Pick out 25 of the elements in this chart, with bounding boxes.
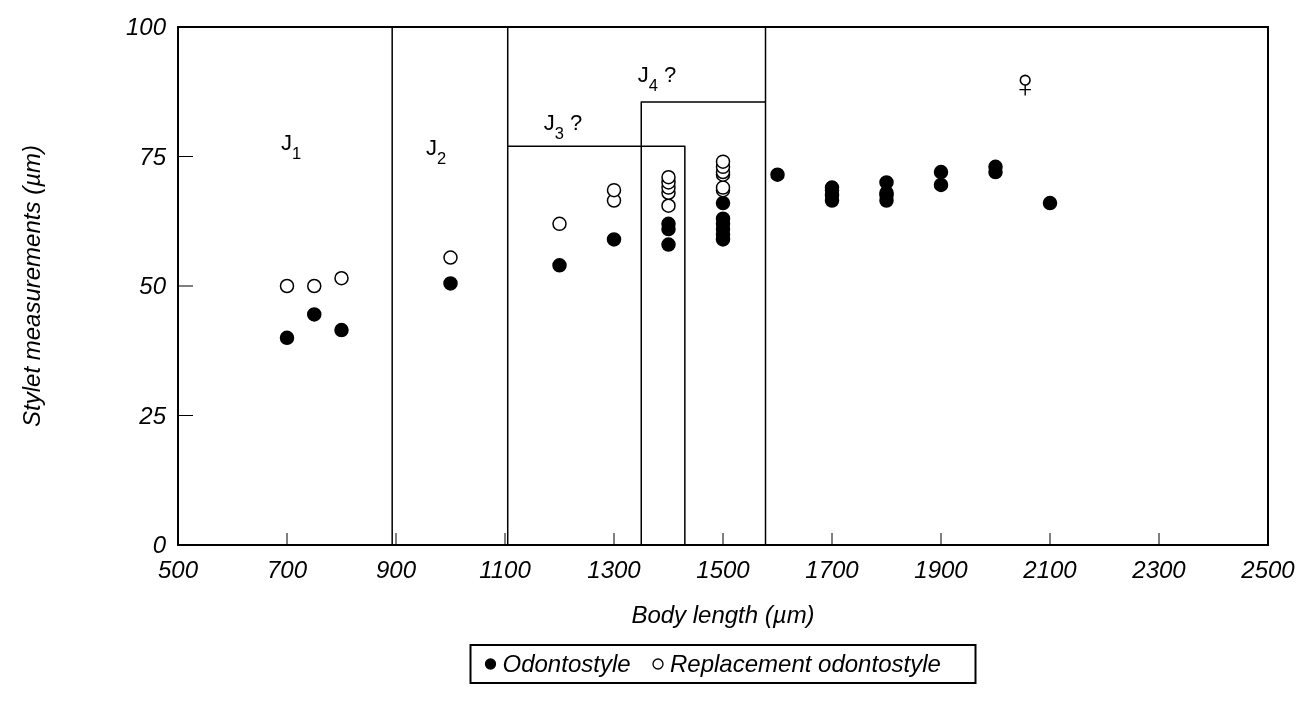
x-tick-label: 1300	[587, 556, 642, 583]
annotation: J$_{3}$ ?	[543, 110, 583, 142]
y-tick-label: 25	[138, 401, 167, 429]
annotation: J$_{4}$ ?	[637, 62, 677, 94]
x-tick-label: 2300	[1131, 556, 1187, 583]
x-tick-label: 1100	[479, 556, 532, 583]
x-tick-label: 1700	[805, 556, 860, 583]
x-tick-label: 2100	[1022, 556, 1078, 583]
x-tick-label: 1900	[914, 556, 969, 583]
y-tick-label: 0	[152, 531, 167, 558]
x-axis-title: Body length (µm)	[631, 601, 815, 628]
y-tick-label: 50	[139, 272, 167, 299]
annotation: J$_{1}$	[280, 130, 302, 162]
x-tick-label: 900	[375, 556, 417, 583]
x-tick-label: 2500	[1240, 556, 1296, 583]
y-tick-label: 100	[125, 13, 167, 40]
annotation: ♀	[1010, 61, 1040, 105]
x-tick-label: 1500	[696, 556, 751, 583]
x-tick-label: 500	[157, 556, 199, 583]
x-tick-label: 700	[266, 556, 308, 583]
legend-label: Odontostyle	[502, 650, 631, 677]
legend-label: Replacement odontostyle	[670, 650, 941, 677]
annotation: J$_{2}$	[425, 135, 447, 167]
y-axis-title: Stylet measurements (µm)	[18, 145, 45, 427]
y-tick-label: 75	[139, 142, 167, 170]
